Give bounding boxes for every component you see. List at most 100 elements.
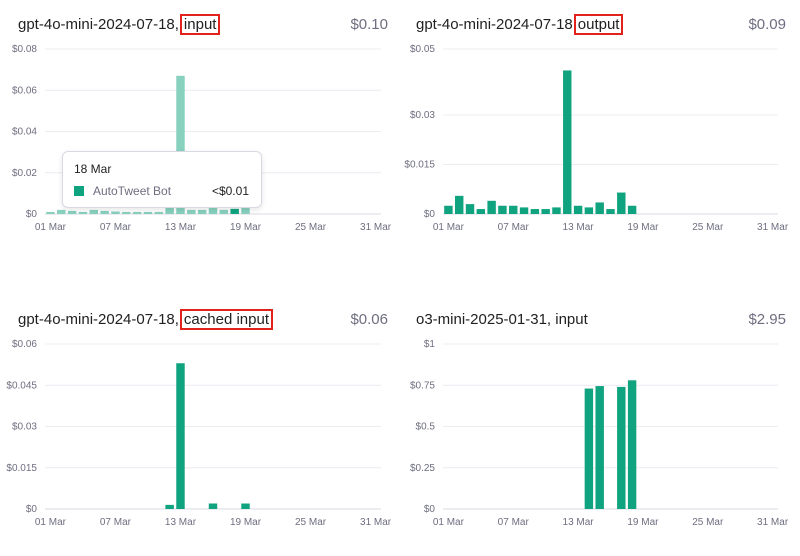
bar-14-mar[interactable] [584, 207, 594, 214]
bar-01-mar[interactable] [444, 205, 453, 214]
y-tick-label: $0.02 [12, 168, 37, 179]
bar-10-mar[interactable] [143, 211, 153, 214]
x-tick-label: 25 Mar [295, 517, 327, 528]
x-tick-label: 31 Mar [360, 222, 392, 233]
bar-07-mar[interactable] [111, 211, 120, 214]
panel-title-prefix: gpt-4o-mini-2024-07-18, [18, 16, 179, 33]
panel-total-cost: $0.09 [748, 16, 786, 33]
bar-18-mar[interactable] [627, 205, 637, 214]
bar-14-mar[interactable] [584, 388, 594, 509]
x-tick-label: 07 Mar [100, 222, 132, 233]
panel-title-prefix: gpt-4o-mini-2024-07-18, [18, 311, 179, 328]
usage-bar-chart[interactable]: $0 $0.02 $0.04 $0.06 $0.08 01 Mar 07 Mar 13 Mar… [12, 39, 392, 239]
x-tick-label: 13 Mar [563, 517, 595, 528]
panel-total-cost: $0.06 [350, 311, 388, 328]
x-tick-label: 07 Mar [498, 517, 530, 528]
y-tick-label: $0.25 [410, 463, 435, 474]
bar-17-mar[interactable] [219, 209, 229, 215]
tooltip-date: 18 Mar [74, 162, 112, 176]
square-swatch-icon [74, 186, 84, 196]
x-tick-label: 01 Mar [35, 222, 67, 233]
bar-12-mar[interactable] [165, 504, 174, 510]
usage-bar-chart[interactable]: $0 $0.015 $0.03 $0.045 $0.06 01 Mar 07 Mar 13 M… [6, 334, 391, 534]
tooltip-value: <$0.01 [211, 184, 249, 198]
bar-08-mar[interactable] [122, 211, 131, 214]
bar-09-mar[interactable] [132, 211, 142, 214]
bar-16-mar[interactable] [606, 209, 615, 214]
y-tick-label: $0 [26, 209, 38, 220]
x-tick-label: 07 Mar [498, 222, 530, 233]
y-tick-label: $0.015 [404, 160, 435, 171]
usage-bar-chart[interactable]: $0 $0.25 $0.5 $0.75 $1 01 Mar 07 Mar 13 Mar 19 M… [410, 334, 789, 534]
panel-title: gpt-4o-mini-2024-07-18 output [416, 11, 624, 39]
bar-04-mar[interactable] [78, 211, 88, 214]
bar-10-mar[interactable] [541, 209, 550, 214]
bar-11-mar[interactable] [154, 211, 164, 214]
bar-17-mar[interactable] [617, 386, 626, 509]
y-tick-label: $0.04 [12, 127, 37, 138]
bar-12-mar[interactable] [563, 70, 572, 214]
y-tick-label: $0.03 [12, 422, 37, 433]
chart-tooltip: 18 Mar AutoTweet Bot <$0.01 [62, 151, 262, 208]
panel-title: gpt-4o-mini-2024-07-18, input [18, 11, 221, 39]
y-tick-label: $0.015 [6, 463, 37, 474]
y-tick-label: $0.06 [12, 85, 37, 96]
bar-13-mar[interactable] [573, 205, 583, 214]
usage-panel-o3-mini-input: o3-mini-2025-01-31, input $2.95 $0 $0.25 $… [410, 306, 789, 556]
usage-panel-gpt4o-mini-output: gpt-4o-mini-2024-07-18 output $0.09 $0 $0.… [404, 11, 789, 261]
panel-title-prefix: o3-mini-2025-01-31, input [416, 311, 588, 328]
panel-total-cost: $2.95 [748, 311, 786, 328]
x-tick-label: 19 Mar [627, 517, 659, 528]
panel-title: gpt-4o-mini-2024-07-18, cached input [18, 306, 273, 334]
bar-03-mar[interactable] [465, 204, 475, 214]
bar-04-mar[interactable] [476, 209, 486, 214]
y-tick-label: $1 [424, 339, 436, 350]
bar-13-mar[interactable] [176, 363, 185, 509]
panel-title-highlight: output [573, 14, 624, 35]
bar-02-mar[interactable] [455, 195, 464, 214]
bar-15-mar[interactable] [197, 209, 207, 215]
x-tick-label: 01 Mar [433, 222, 465, 233]
x-tick-label: 07 Mar [100, 517, 132, 528]
bar-05-mar[interactable] [487, 200, 496, 214]
y-tick-label: $0 [424, 209, 436, 220]
y-tick-label: $0.03 [410, 110, 435, 121]
bar-19-mar[interactable] [241, 503, 250, 510]
bar-14-mar[interactable] [187, 209, 196, 215]
bar-19-mar[interactable] [241, 202, 250, 214]
y-tick-label: $0.06 [12, 339, 37, 350]
bar-02-mar[interactable] [57, 209, 66, 215]
bar-13-mar[interactable] [176, 75, 185, 214]
x-tick-label: 13 Mar [165, 517, 197, 528]
x-tick-label: 31 Mar [360, 517, 392, 528]
y-tick-label: $0.08 [12, 44, 37, 55]
usage-panel-gpt4o-mini-input: gpt-4o-mini-2024-07-18, input $0.10 $0 $0.… [12, 11, 392, 261]
panel-title-prefix: gpt-4o-mini-2024-07-18 [416, 16, 573, 33]
bar-03-mar[interactable] [67, 210, 77, 214]
bar-17-mar[interactable] [617, 192, 626, 214]
bar-07-mar[interactable] [509, 205, 518, 214]
panel-title: o3-mini-2025-01-31, input [416, 306, 588, 334]
bar-18-mar[interactable] [230, 208, 239, 214]
tooltip-project-name: AutoTweet Bot [93, 184, 172, 198]
bar-06-mar[interactable] [100, 210, 109, 214]
bar-08-mar[interactable] [519, 207, 529, 214]
x-tick-label: 25 Mar [295, 222, 327, 233]
x-tick-label: 31 Mar [757, 222, 789, 233]
y-tick-label: $0 [26, 504, 38, 515]
tooltip-row: AutoTweet Bot <$0.01 [74, 183, 249, 199]
x-tick-label: 25 Mar [692, 517, 724, 528]
bar-05-mar[interactable] [89, 209, 98, 215]
bar-09-mar[interactable] [530, 209, 540, 214]
bar-18-mar[interactable] [627, 380, 637, 509]
bar-15-mar[interactable] [595, 202, 604, 214]
panel-title-highlight: input [179, 14, 221, 35]
bar-16-mar[interactable] [208, 503, 218, 510]
bar-01-mar[interactable] [46, 211, 55, 214]
y-tick-label: $0.045 [6, 380, 37, 391]
bar-15-mar[interactable] [595, 386, 604, 509]
usage-bar-chart[interactable]: $0 $0.015 $0.03 $0.05 01 Mar 07 Mar 13 Mar 19 M… [404, 39, 788, 239]
bar-11-mar[interactable] [552, 207, 561, 214]
y-tick-label: $0.5 [416, 422, 436, 433]
bar-06-mar[interactable] [498, 205, 507, 214]
